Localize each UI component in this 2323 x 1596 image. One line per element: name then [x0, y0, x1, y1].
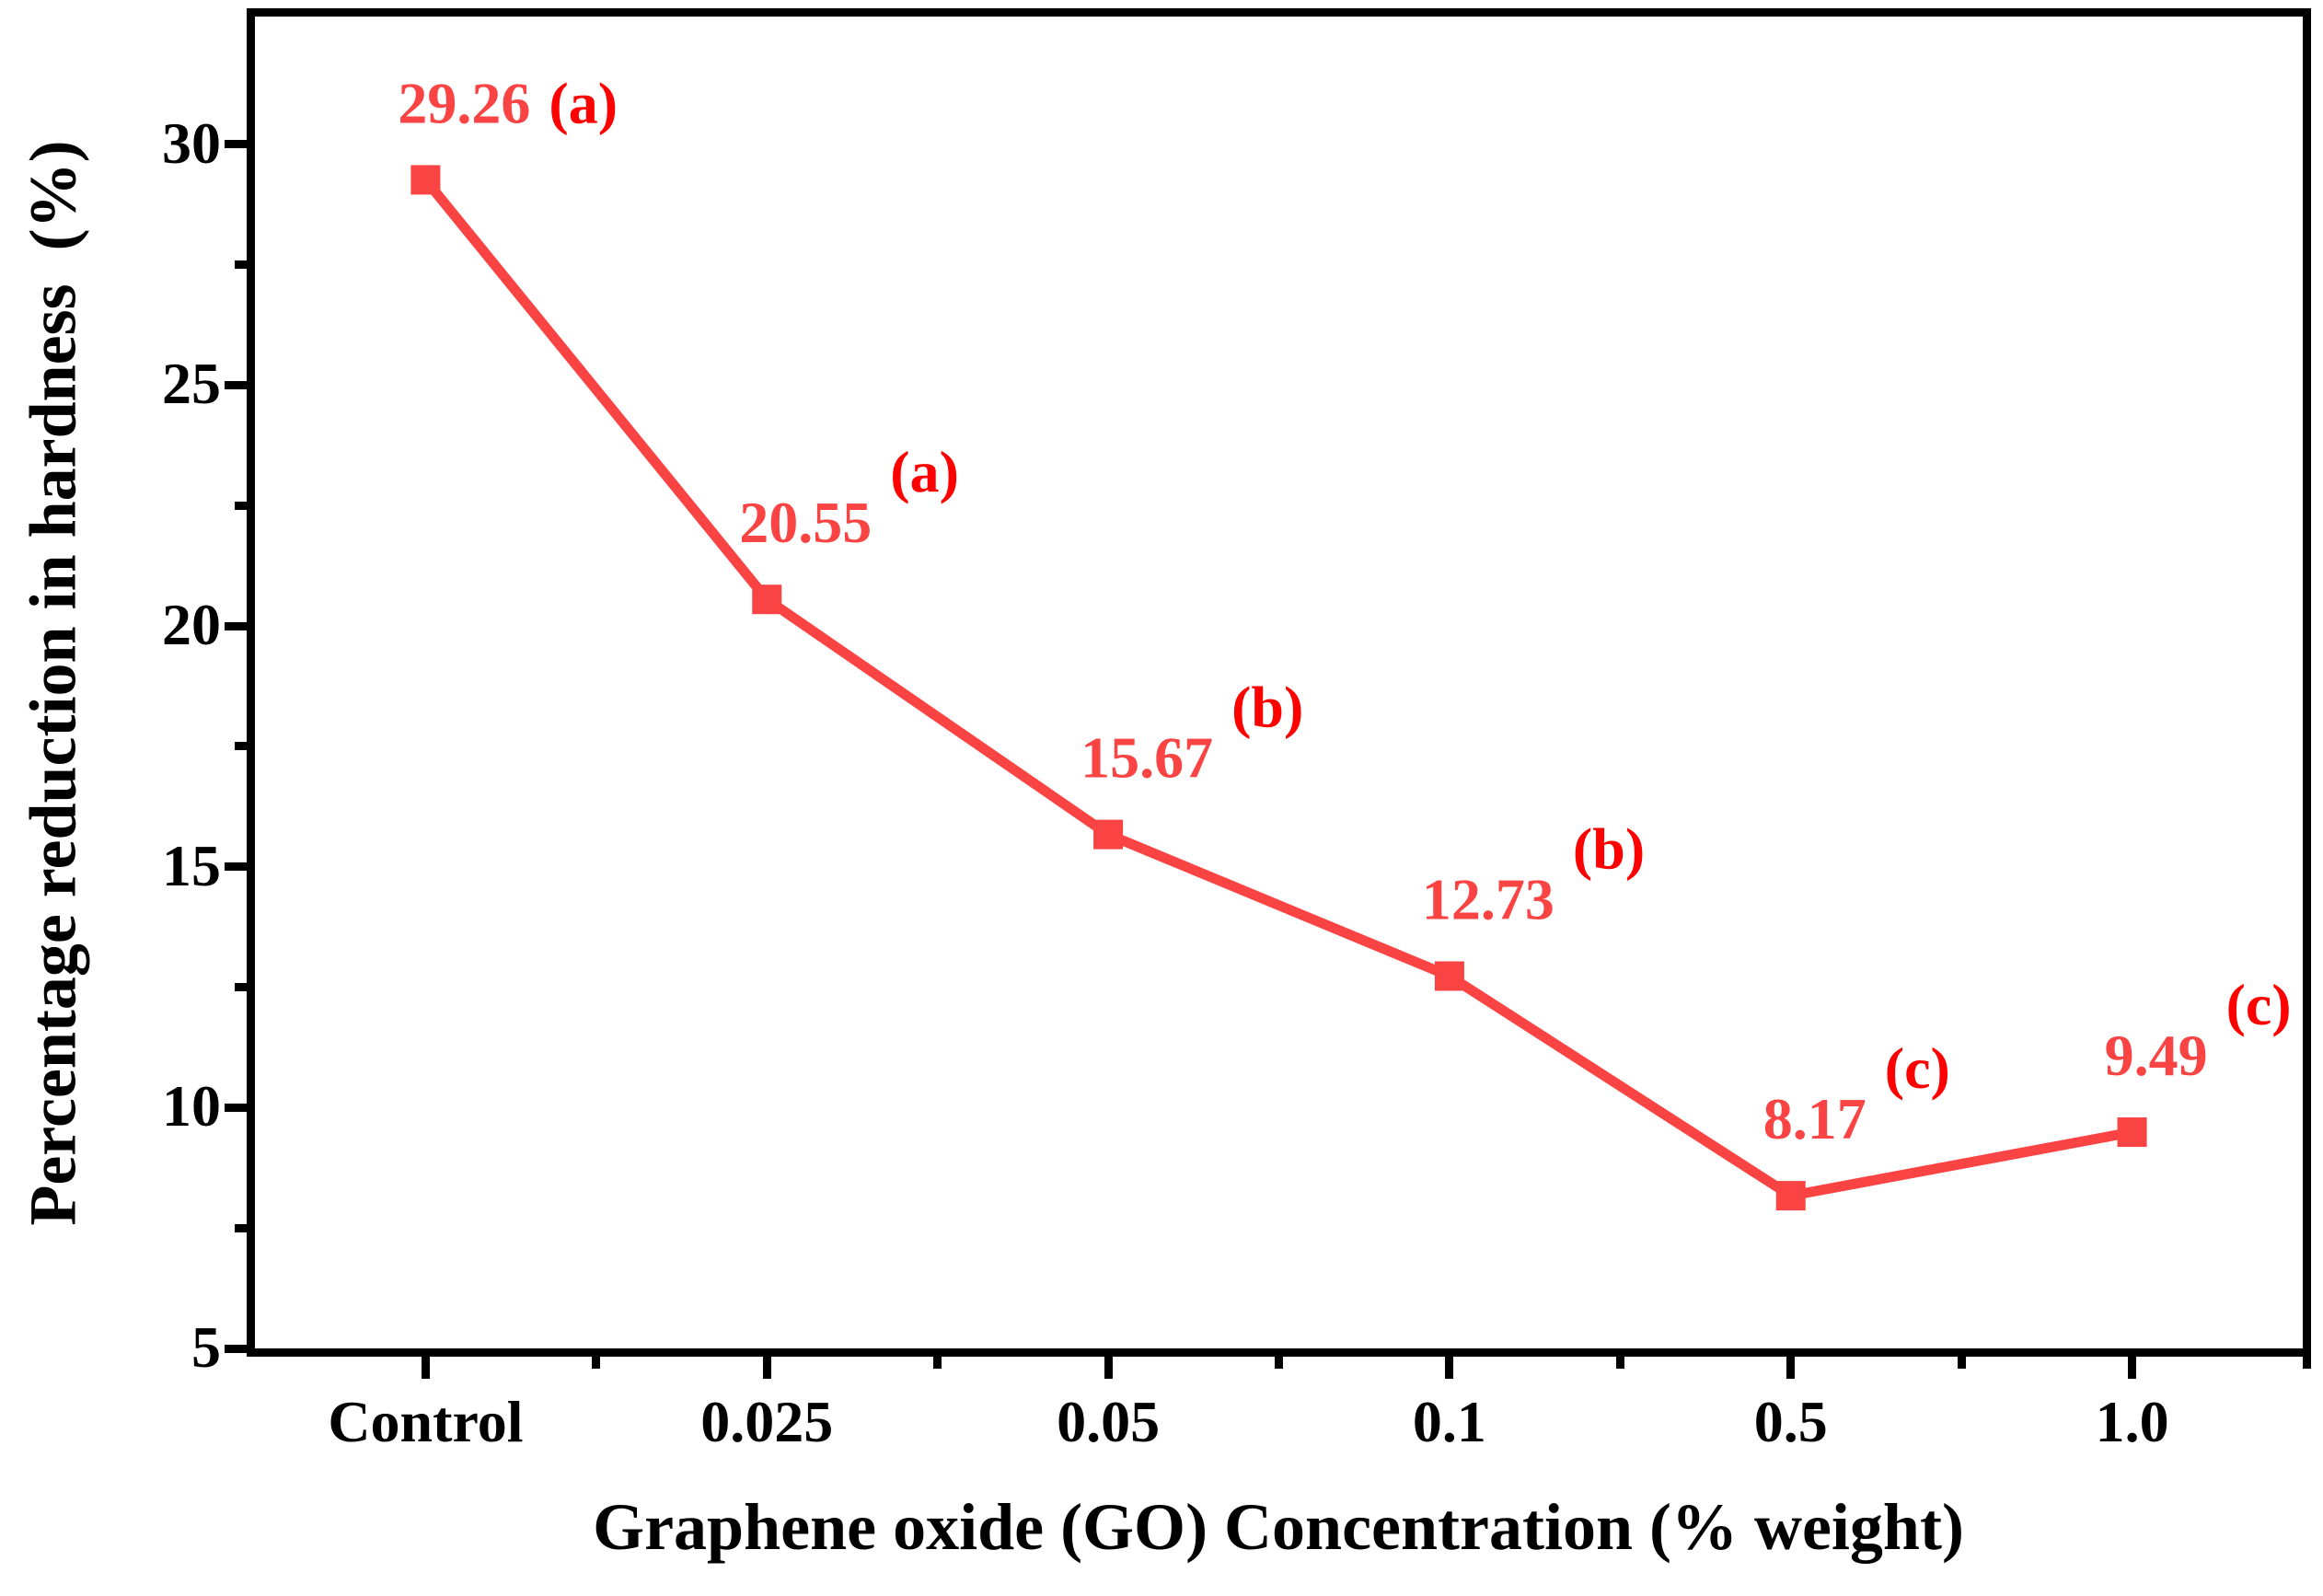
point-value-text: 15.67	[1081, 725, 1213, 791]
x-minor-tick	[592, 1357, 601, 1369]
x-axis-title: Graphene oxide (GO) Concentration (% wei…	[593, 1490, 1964, 1564]
x-major-tick	[2128, 1357, 2137, 1379]
point-group-letter: (c)	[2226, 972, 2292, 1037]
data-point-label: 12.73 (b)	[1422, 815, 1645, 931]
y-major-tick	[225, 1103, 247, 1112]
point-value-text: 12.73	[1422, 866, 1554, 931]
x-minor-tick	[1275, 1357, 1283, 1369]
x-tick-label: 0.1	[1412, 1389, 1486, 1454]
point-value-text: 29.26	[398, 70, 530, 135]
data-point-label: 9.49 (c)	[2105, 972, 2292, 1088]
y-major-tick	[225, 1344, 247, 1353]
y-axis-title: Percentage reduction in hardness (%)	[16, 140, 90, 1226]
y-minor-tick	[235, 983, 247, 991]
x-minor-tick	[933, 1357, 942, 1369]
x-major-tick	[421, 1357, 430, 1379]
y-tick-label: 5	[191, 1314, 221, 1380]
data-point-label: 15.67 (b)	[1081, 675, 1303, 791]
y-tick-label: 30	[162, 110, 221, 176]
data-point-marker	[2117, 1117, 2147, 1148]
point-group-letter: (a)	[549, 70, 618, 135]
data-point-label: 20.55 (a)	[739, 439, 959, 555]
x-major-tick	[1786, 1357, 1796, 1379]
series-line	[422, 176, 2133, 1201]
x-major-tick	[1445, 1357, 1454, 1379]
data-point-marker	[410, 165, 441, 195]
plot-area: 29.26 (a) 20.55(a) 15.67(b) 12.73(b) 8.17(c) 9…	[247, 8, 2311, 1357]
y-minor-tick	[235, 501, 247, 510]
data-point-marker	[1775, 1181, 1806, 1211]
x-minor-tick	[1957, 1357, 1966, 1369]
y-major-tick	[225, 380, 247, 389]
point-group-letter: (c)	[1885, 1035, 1950, 1101]
y-minor-tick	[235, 1223, 247, 1232]
x-tick-label: 0.05	[1057, 1389, 1161, 1454]
y-major-tick	[225, 140, 247, 149]
data-point-marker	[1434, 961, 1464, 991]
data-point-marker	[1093, 819, 1124, 850]
y-tick-label: 20	[162, 592, 221, 657]
point-value-text: 9.49	[2105, 1023, 2208, 1088]
x-tick-label: Control	[328, 1389, 524, 1454]
point-value-text: 20.55	[739, 490, 872, 555]
y-minor-tick	[235, 742, 247, 751]
x-corner-tick	[2303, 1357, 2311, 1369]
point-group-letter: (b)	[1231, 675, 1303, 740]
y-major-tick	[225, 862, 247, 872]
point-group-letter: (b)	[1573, 815, 1645, 881]
data-point-label: 8.17 (c)	[1763, 1035, 1950, 1151]
y-minor-tick	[235, 260, 247, 269]
point-value-text: 8.17	[1763, 1086, 1866, 1151]
line-series: 29.26 (a)20.55(a)15.67(b)12.73(b)8.17(c) 9…	[398, 70, 2292, 1211]
y-tick-label: 10	[162, 1073, 221, 1139]
data-point-marker	[752, 584, 782, 615]
x-major-tick	[762, 1357, 771, 1379]
x-tick-label: 0.5	[1753, 1389, 1828, 1454]
y-tick-label: 25	[162, 351, 221, 417]
data-point-label: 29.26 (a)	[398, 70, 618, 135]
y-tick-label: 15	[162, 832, 221, 898]
x-tick-label: 1.0	[2095, 1389, 2169, 1454]
point-group-letter: (a)	[890, 439, 959, 504]
x-minor-tick	[1615, 1357, 1624, 1369]
x-major-tick	[1104, 1357, 1113, 1379]
x-tick-label: 0.025	[700, 1389, 834, 1454]
y-major-tick	[225, 621, 247, 630]
